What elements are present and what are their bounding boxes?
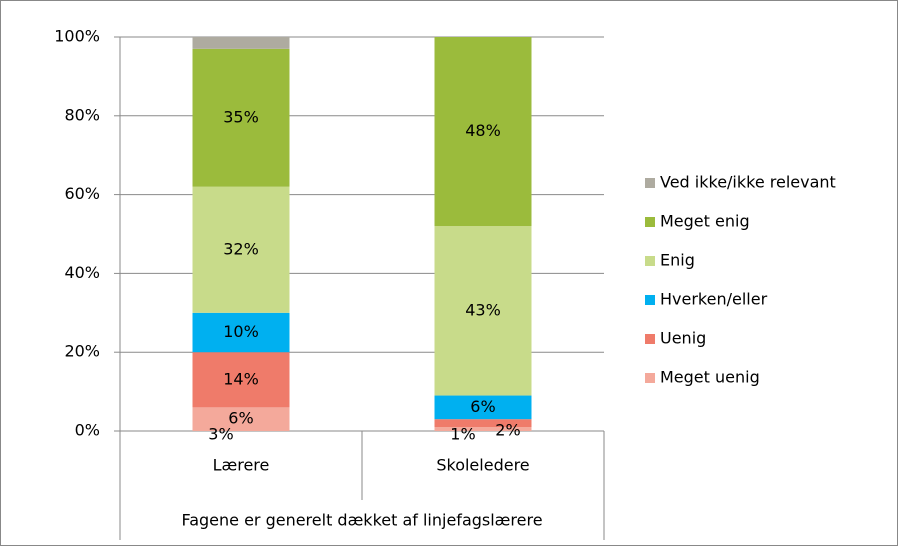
data-label: 2%: [495, 421, 520, 440]
bar-segment: [434, 419, 532, 428]
bar-segment: [434, 427, 532, 431]
legend-swatch: [645, 178, 655, 188]
data-label: 6%: [470, 397, 495, 416]
data-label: 43%: [465, 300, 501, 319]
bar-segment: [192, 37, 290, 49]
legend-label: Ved ikke/ikke relevant: [660, 173, 836, 192]
legend-label: Meget uenig: [660, 368, 760, 387]
bar-segment: [192, 186, 290, 313]
legend-swatch: [645, 373, 655, 383]
data-label: 3%: [208, 425, 233, 444]
bar-segment: [434, 226, 532, 396]
bar-segment: [434, 37, 532, 227]
legend-swatch: [645, 334, 655, 344]
group-label: Fagene er generelt dækket af linjefagslæ…: [181, 511, 542, 530]
y-tick-label: 100%: [54, 27, 100, 46]
x-tick-label: Skoleledere: [436, 456, 529, 475]
data-label: 32%: [223, 239, 259, 258]
legend-label: Uenig: [660, 329, 706, 348]
bar-segment: [434, 395, 532, 420]
y-tick-label: 60%: [64, 184, 100, 203]
x-tick-label: Lærere: [213, 456, 270, 475]
legend-label: Enig: [660, 251, 695, 270]
data-label: 6%: [228, 409, 253, 428]
bar-segment: [192, 352, 290, 408]
data-label: 35%: [223, 107, 259, 126]
y-tick-label: 80%: [64, 105, 100, 124]
y-tick-label: 0%: [75, 421, 100, 440]
bar-segment: [192, 407, 290, 431]
data-label: 48%: [465, 121, 501, 140]
legend-label: Hverken/eller: [660, 290, 768, 309]
bar-segment: [192, 48, 290, 187]
y-tick-label: 20%: [64, 342, 100, 361]
legend-swatch: [645, 256, 655, 266]
data-label: 1%: [450, 425, 475, 444]
data-label: 14%: [223, 369, 259, 388]
legend-swatch: [645, 295, 655, 305]
legend-label: Meget enig: [660, 212, 750, 231]
data-label: 10%: [223, 322, 259, 341]
y-tick-label: 40%: [64, 263, 100, 282]
legend-swatch: [645, 217, 655, 227]
bar-segment: [192, 312, 290, 353]
